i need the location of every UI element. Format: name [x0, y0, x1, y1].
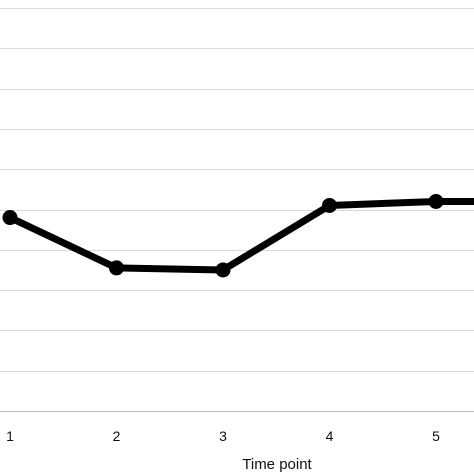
data-point [322, 197, 337, 213]
x-axis-title: Time point [242, 456, 312, 473]
gridlines [0, 8, 474, 372]
x-tick-label: 4 [326, 428, 334, 444]
series-points [2, 193, 444, 278]
data-point [109, 260, 124, 276]
series-line [6, 197, 474, 274]
x-tick-labels: 1 2 3 4 5 [6, 428, 440, 444]
x-tick-label: 2 [113, 428, 121, 444]
x-tick-label: 1 [6, 428, 14, 444]
data-point [2, 210, 18, 226]
x-tick-label: 5 [432, 428, 440, 444]
data-point [428, 193, 444, 209]
data-point [215, 262, 231, 278]
x-tick-label: 3 [219, 428, 227, 444]
